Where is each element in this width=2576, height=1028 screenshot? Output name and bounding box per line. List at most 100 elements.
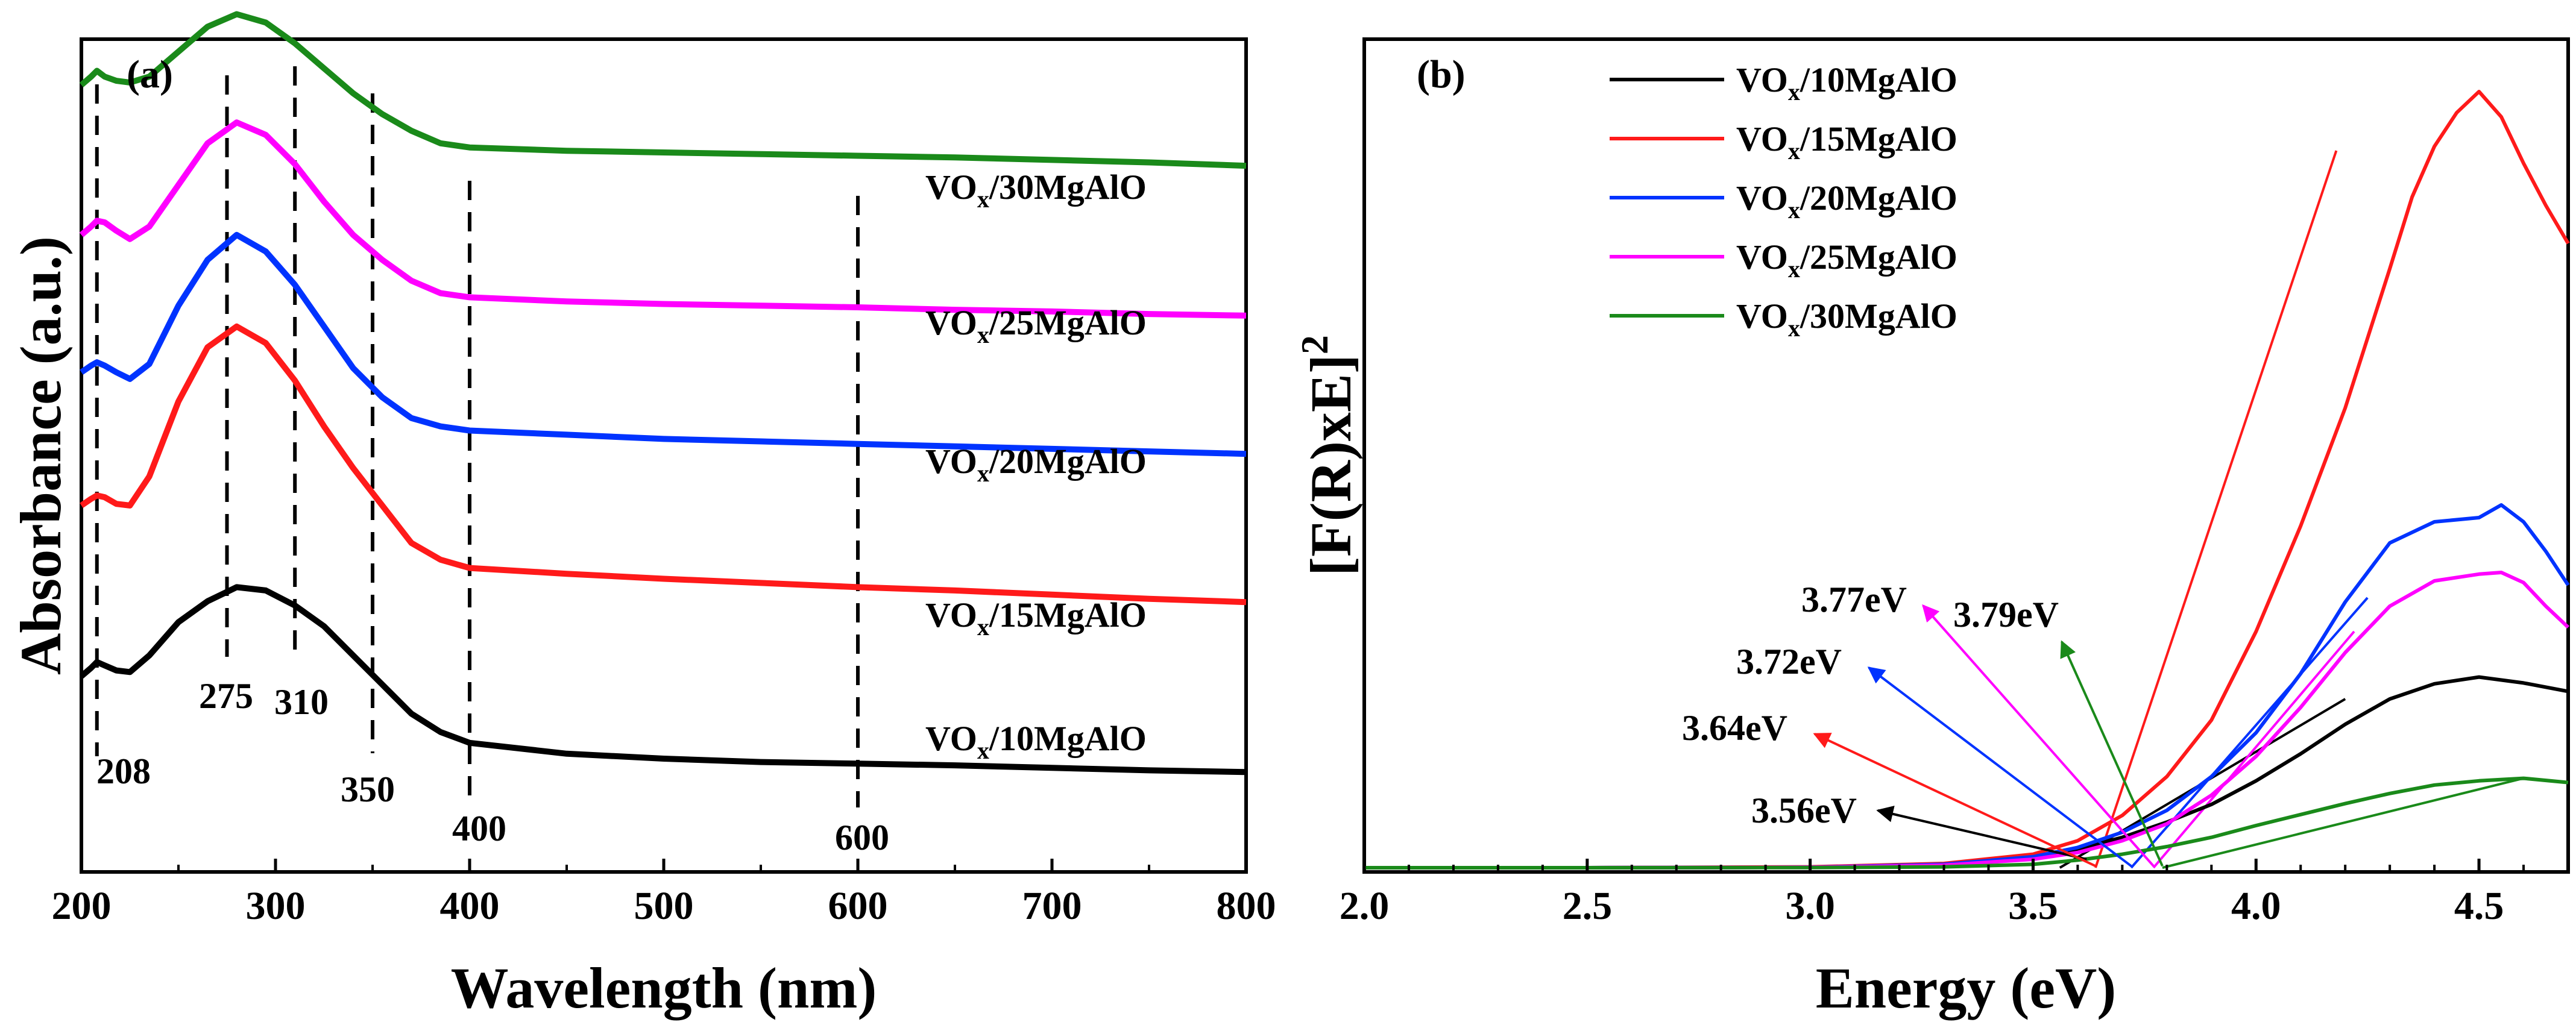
panel-a-series-label-vox-15mgalo: VOx/15MgAlO (925, 595, 1147, 641)
panel-b-series-vox-10mgalo (1364, 675, 2569, 870)
annotation-3-79ev: 3.79eV (1953, 595, 2059, 635)
reference-label-600: 600 (835, 818, 889, 857)
annotation-arrow-3-77ev (1922, 604, 2155, 867)
panel-a-x-tick-label-6: 800 (1217, 884, 1276, 928)
panel-a-series-label-vox-15mgalo-main: VO (925, 595, 977, 635)
panel-a-series-label-vox-30mgalo: VOx/30MgAlO (925, 168, 1147, 213)
panel-a-series-label-vox-10mgalo-rest: /10MgAlO (989, 719, 1147, 758)
legend-label-vox-25mgalo-rest: /25MgAlO (1800, 237, 1957, 277)
panel-b-x-tick-label-4: 4.0 (2231, 884, 2281, 928)
panel-a-series-label-vox-15mgalo-sub: x (977, 613, 989, 641)
annotation-arrow-3-56ev (1876, 806, 2087, 860)
legend-label-vox-10mgalo-sub: x (1788, 78, 1800, 105)
legend-label-vox-15mgalo-sub: x (1788, 137, 1800, 165)
panel-a-series-label-vox-20mgalo-sub: x (977, 460, 989, 487)
panel-a-series: VOx/30MgAlOVOx/25MgAlOVOx/20MgAlOVOx/15M… (79, 11, 1247, 776)
annotation-arrow-3-79ev (2060, 640, 2164, 867)
annotation-3-72ev: 3.72eV (1736, 642, 1842, 682)
legend-label-vox-10mgalo-rest: /10MgAlO (1800, 60, 1957, 99)
legend-label-vox-15mgalo-rest: /15MgAlO (1800, 119, 1957, 158)
panel-b-series (1364, 90, 2570, 870)
tangent-line-vox-25mgalo (2152, 630, 2355, 869)
legend-label-vox-15mgalo-main: VO (1736, 119, 1788, 158)
panel-a-series-vox-10mgalo (79, 584, 1247, 776)
panel-a-series-vox-30mgalo (79, 11, 1247, 169)
panel-a-x-tick-label-0: 200 (52, 884, 112, 928)
panel-a-series-label-vox-25mgalo: VOx/25MgAlO (925, 303, 1147, 348)
tangent-line-vox-15mgalo (2094, 150, 2338, 868)
panel-b-x-tick-label-2: 3.0 (1785, 884, 1835, 928)
panel-a-series-label-vox-10mgalo-main: VO (925, 719, 977, 758)
annotation-3-56ev: 3.56eV (1751, 791, 1857, 830)
panel-b-x-tick-label-5: 4.5 (2454, 884, 2504, 928)
panel-a-series-label-vox-25mgalo-main: VO (925, 303, 977, 342)
legend-label-vox-30mgalo-sub: x (1788, 315, 1800, 342)
panel-a-series-label-vox-15mgalo-rest: /15MgAlO (989, 595, 1147, 635)
legend-label-vox-20mgalo-main: VO (1736, 178, 1788, 218)
panel-a-x-tick-label-5: 700 (1022, 884, 1082, 928)
panel-b-annotations: 3.56eV 3.64eV 3.72eV 3.77eV 3.79eV (1682, 580, 2164, 868)
panel-b-y-axis-title-sup: 2 (1293, 335, 1336, 354)
panel-a-x-tick-label-3: 500 (634, 884, 694, 928)
panel-a-label: (a) (127, 52, 173, 96)
panel-a-series-label-vox-10mgalo: VOx/10MgAlO (925, 719, 1147, 764)
panel-a-series-label-vox-10mgalo-sub: x (977, 737, 989, 764)
legend-label-vox-10mgalo: VOx/10MgAlO (1736, 60, 1957, 105)
panel-b-x-tick-label-1: 2.5 (1563, 884, 1613, 928)
legend-label-vox-25mgalo-main: VO (1736, 237, 1788, 277)
annotation-arrow-3-72ev (1867, 666, 2132, 867)
panel-a-series-label-vox-25mgalo-rest: /25MgAlO (989, 303, 1147, 342)
legend-label-vox-20mgalo-rest: /20MgAlO (1800, 178, 1957, 218)
panel-a-x-axis-title: Wavelength (nm) (451, 956, 877, 1020)
panel-b-y-axis-title-main: [F(R)xE] (1299, 354, 1363, 576)
legend-label-vox-15mgalo: VOx/15MgAlO (1736, 119, 1957, 165)
legend-label-vox-10mgalo-main: VO (1736, 60, 1788, 99)
panel-b-x-ticks: 2.0 2.5 3.0 3.5 4.0 4.5 (1340, 859, 2569, 928)
panel-a-x-tick-label-4: 600 (828, 884, 888, 928)
reference-label-275: 275 (199, 676, 253, 716)
legend-label-vox-30mgalo-main: VO (1736, 296, 1788, 336)
annotation-3-77ev: 3.77eV (1801, 580, 1907, 619)
panel-a-series-label-vox-20mgalo-rest: /20MgAlO (989, 442, 1147, 481)
panel-a-series-label-vox-25mgalo-sub: x (977, 321, 989, 348)
legend-label-vox-20mgalo-sub: x (1788, 196, 1800, 224)
panel-a-series-label-vox-30mgalo-main: VO (925, 168, 977, 207)
panel-a-series-vox-25mgalo (79, 119, 1247, 319)
panel-a-series-label-vox-20mgalo-main: VO (925, 442, 977, 481)
legend-label-vox-20mgalo: VOx/20MgAlO (1736, 178, 1957, 224)
legend-label-vox-30mgalo: VOx/30MgAlO (1736, 296, 1957, 342)
annotation-arrow-3-64ev (1813, 733, 2096, 868)
panel-b-x-tick-label-0: 2.0 (1340, 884, 1390, 928)
panel-a-series-vox-15mgalo (80, 323, 1247, 606)
panel-b-legend: VOx/10MgAlOVOx/15MgAlOVOx/20MgAlOVOx/25M… (1610, 60, 1957, 342)
reference-label-350: 350 (341, 769, 395, 809)
panel-b-label: (b) (1417, 52, 1466, 96)
panel-b-y-axis-title: [F(R)xE]2 (1293, 335, 1363, 576)
legend-label-vox-25mgalo-sub: x (1788, 255, 1800, 283)
panel-a-series-label-vox-30mgalo-sub: x (977, 186, 989, 213)
tangent-line-vox-30mgalo (2162, 777, 2524, 869)
legend-label-vox-30mgalo-rest: /30MgAlO (1800, 296, 1957, 336)
panel-b-frame (1362, 37, 2570, 874)
panel-b-series-vox-30mgalo (1364, 776, 2569, 870)
panel-a-x-tick-label-2: 400 (440, 884, 500, 928)
panel-b-x-tick-label-3: 3.5 (2008, 884, 2058, 928)
panel-b-series-vox-20mgalo (1364, 503, 2570, 870)
panel-a-series-label-vox-20mgalo: VOx/20MgAlO (925, 442, 1147, 487)
panel-b: 2.0 2.5 3.0 3.5 4.0 4.5 3.56eV 3.64eV 3.72eV 3.7… (1293, 37, 2570, 1020)
panel-b-x-axis-title: Energy (eV) (1816, 956, 2117, 1020)
reference-label-310: 310 (274, 682, 329, 722)
reference-label-208: 208 (96, 751, 151, 791)
annotation-3-64ev: 3.64eV (1682, 708, 1787, 748)
panel-a-reference-lines: 208 275 310 350 400 600 (95, 66, 889, 857)
legend-label-vox-25mgalo: VOx/25MgAlO (1736, 237, 1957, 283)
panel-b-series-vox-15mgalo (1364, 90, 2570, 870)
panel-a-x-tick-label-1: 300 (246, 884, 306, 928)
panel-a-series-label-vox-30mgalo-rest: /30MgAlO (989, 168, 1147, 207)
reference-label-400: 400 (452, 809, 506, 848)
panel-a-y-axis-title: Absorbance (a.u.) (8, 236, 73, 675)
panel-a-x-ticks: 200 300 400 500 600 700 800 (52, 859, 1276, 928)
panel-a-series-vox-20mgalo (80, 231, 1247, 457)
